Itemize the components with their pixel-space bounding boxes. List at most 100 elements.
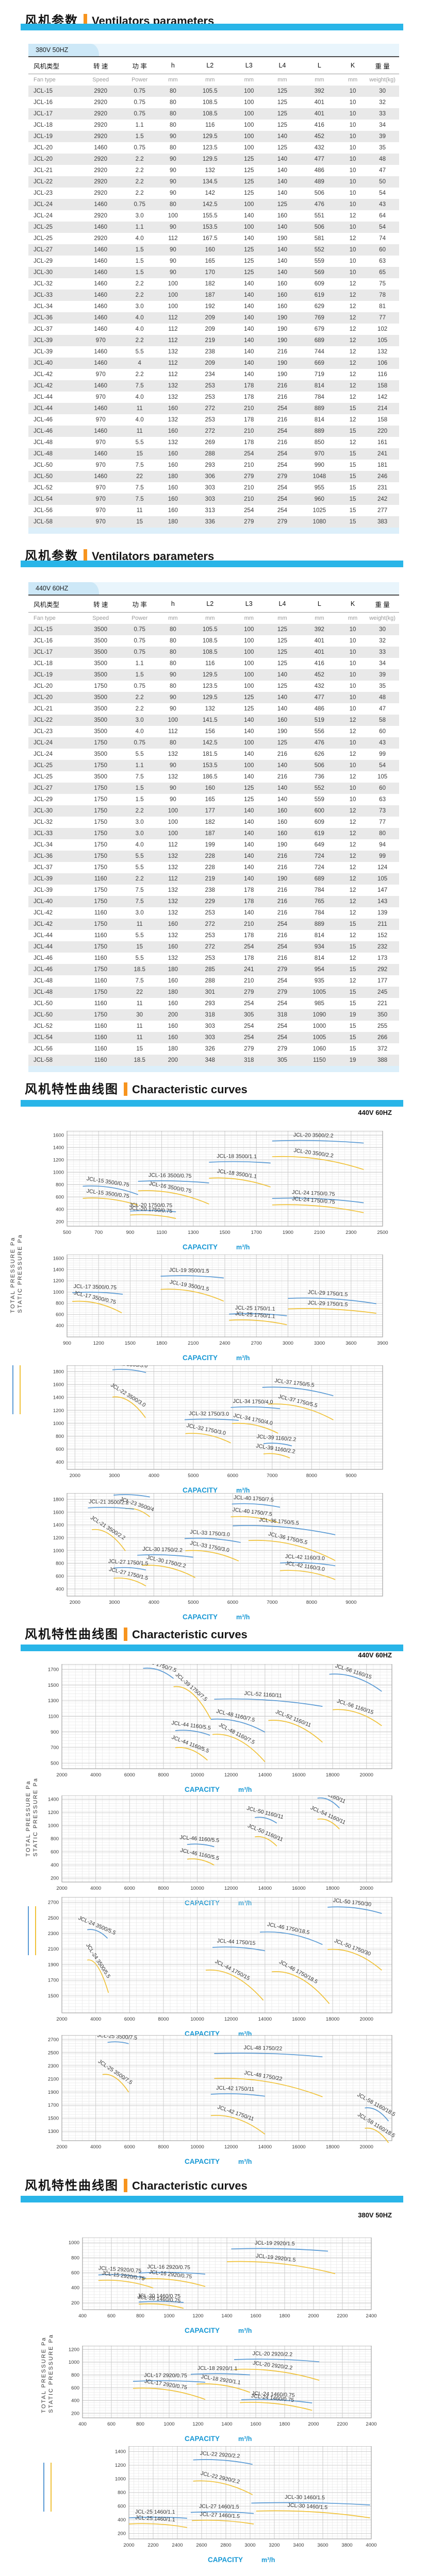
- curve-label: JCL-18 2920/1.1: [197, 2365, 238, 2372]
- table-cell: 1750: [94, 989, 107, 995]
- svg-text:6000: 6000: [124, 2016, 135, 2022]
- table-cell: 12: [349, 808, 356, 814]
- table-cell: JCL-42: [34, 910, 53, 916]
- svg-text:20000: 20000: [360, 2144, 373, 2150]
- table-cell: 12: [349, 876, 356, 882]
- curve-total: [83, 1185, 138, 1195]
- table-cell: 123.5: [202, 145, 218, 151]
- curve-label: JCL-27 1750/1.5: [108, 1558, 149, 1567]
- table-cell: 477: [314, 694, 324, 701]
- table-cell: 254: [244, 1035, 254, 1041]
- svg-text:5000: 5000: [188, 1473, 199, 1479]
- table-cell: mm: [277, 615, 287, 621]
- svg-text:4000: 4000: [90, 1772, 101, 1778]
- curve-label: JCL-25 1460/1.1: [135, 2515, 175, 2523]
- curves: [102, 2041, 389, 2143]
- table-cell: 160: [168, 462, 178, 468]
- table-cell: 5.5: [135, 751, 144, 757]
- table-cell: 11: [136, 1001, 143, 1007]
- table-cell: 970: [314, 451, 324, 457]
- section-header-curves-1: 风机特性曲线图 Characteristic curves: [25, 1079, 248, 1096]
- table-cell: mm: [168, 77, 178, 83]
- table-cell: 178: [244, 933, 254, 939]
- table-cell: 1.5: [135, 785, 144, 791]
- table-cell: JCL-21: [34, 167, 53, 174]
- table-cell: 506: [314, 224, 324, 230]
- table-cell: 80: [169, 660, 176, 667]
- curve-static: [232, 1422, 278, 1434]
- table-cell: 234: [205, 371, 215, 378]
- table-row: JCL-23 3500 4.0 112 156 140 190 556 12 60: [28, 726, 399, 737]
- table-cell: 216: [277, 751, 288, 757]
- svg-text:1500: 1500: [48, 1683, 59, 1688]
- table-row: JCL-16 2920 0.75 80 108.5 100 125 401 10 32: [28, 97, 399, 108]
- table-cell: 140: [244, 774, 254, 780]
- svg-text:3400: 3400: [293, 2543, 304, 2548]
- axis-ticks: 200 400 600 800 1000 1200 400 600 800 1000 1200 140…: [69, 2347, 377, 2427]
- capacity-label: CAPACITY m³/h: [183, 1613, 250, 1621]
- table-cell: 11: [136, 405, 143, 412]
- table-cell: 140: [277, 258, 288, 264]
- table-cell: 254: [277, 462, 288, 468]
- table-cell: 1460: [94, 473, 107, 480]
- table-cell: 11: [136, 428, 143, 434]
- table-cell: 254: [277, 1023, 288, 1029]
- curve-total: [233, 1525, 336, 1535]
- table-cell: 254: [277, 405, 288, 412]
- table-cell: 210: [244, 405, 254, 412]
- table-cell: 132: [168, 887, 178, 893]
- table-cell: 190: [277, 235, 288, 242]
- table-cell: 12: [349, 303, 356, 310]
- curve-label: JCL-25 1750/1.1: [235, 1311, 275, 1320]
- table-cell: 80: [169, 201, 176, 208]
- table-cell: 1160: [94, 876, 107, 882]
- svg-text:800: 800: [136, 2421, 144, 2427]
- table-cell: 10: [349, 224, 356, 230]
- table-row: JCL-36 1750 5.5 132 228 140 216 724 12 99: [28, 851, 399, 862]
- svg-text:2000: 2000: [70, 1473, 80, 1479]
- table-cell: 210: [244, 978, 254, 984]
- curve-total: [128, 2517, 187, 2519]
- table-cell: 990: [314, 462, 324, 468]
- table-cell: 1160: [94, 933, 107, 939]
- table-cell: 1750: [94, 853, 107, 859]
- table-cell: JCL-50: [34, 462, 53, 468]
- svg-text:CAPACITY: CAPACITY: [183, 1354, 218, 1362]
- table-cell: JCL-58: [34, 519, 53, 525]
- curve-total: [280, 1562, 336, 1567]
- table-cell: 125: [277, 201, 288, 208]
- table-cell: 15: [349, 921, 356, 927]
- table-cell: JCL-46: [34, 417, 53, 423]
- total-pressure-swatch: [12, 1365, 13, 1414]
- curve-static: [280, 1570, 336, 1580]
- table-cell: 1005: [312, 1035, 326, 1041]
- curve-total: [160, 1275, 224, 1279]
- table-cell: 105: [377, 876, 388, 882]
- curve-total: [262, 1386, 334, 1397]
- table-row: JCL-32 1750 3.0 100 182 140 160 609 12 77: [28, 817, 399, 828]
- svg-text:200: 200: [51, 1875, 59, 1881]
- table-cell: 140: [277, 179, 288, 185]
- table-row: JCL-29 1460 1.5 90 165 125 140 559 10 63: [28, 256, 399, 267]
- curve-label: JCL-39 1160/2.2: [256, 1443, 296, 1455]
- table-cell: 303: [205, 1035, 215, 1041]
- table-row: JCL-33 1460 2.2 100 187 140 160 619 12 78: [28, 290, 399, 301]
- svg-text:1400: 1400: [53, 1145, 64, 1150]
- table-cell: 125: [244, 247, 254, 253]
- table-cell: JCL-25: [34, 224, 53, 230]
- table-row: JCL-48 1160 7.5 160 288 210 254 935 12 177: [28, 975, 399, 987]
- section-title-zh: 风机特性曲线图: [25, 2178, 119, 2193]
- table-cell: 581: [314, 235, 324, 242]
- table-cell: 12: [349, 978, 356, 984]
- curve-static: [72, 1300, 122, 1313]
- parameters-table-440v: 440V 60HZ 风机类型 转 速 功 率 h L2 L3 L4 L K 重 量 Fan type S…: [28, 582, 399, 1072]
- table-cell: mm: [244, 77, 254, 83]
- svg-text:2000: 2000: [56, 1772, 67, 1778]
- table-row: JCL-48 970 5.5 132 269 178 216 850 12 161: [28, 437, 399, 448]
- table-cell: JCL-42: [34, 371, 53, 378]
- table-cell: 10: [349, 672, 356, 678]
- table-cell: 0.75: [134, 111, 145, 117]
- svg-text:3200: 3200: [269, 2543, 279, 2548]
- chart-C1: 200 400 600 800 1000 400 600 800 1000 1200 1400 160…: [0, 2237, 428, 2341]
- table-cell: 814: [314, 933, 324, 939]
